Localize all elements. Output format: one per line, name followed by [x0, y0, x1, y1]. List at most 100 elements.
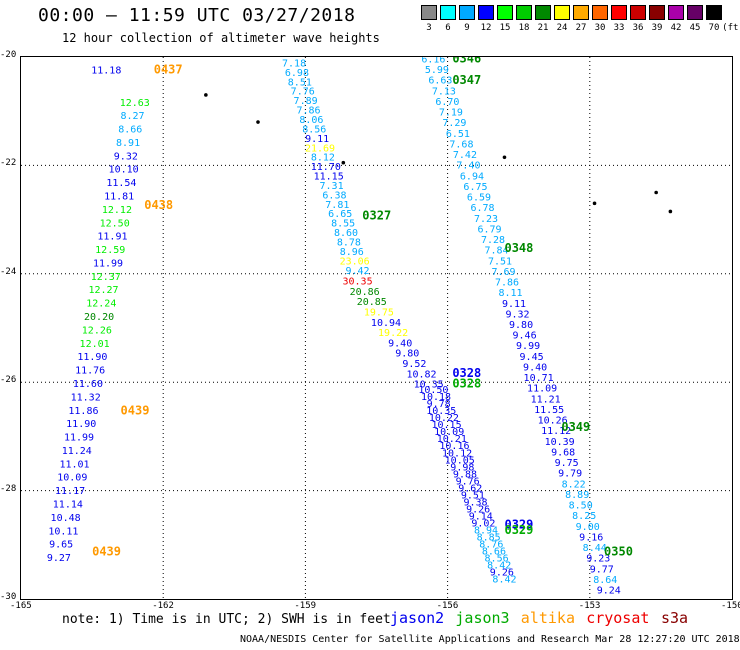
colorbar-label: 12: [480, 23, 492, 33]
colorbar-swatch: [478, 5, 494, 20]
chart-title: 00:00 – 11:59 UTC 03/27/2018: [38, 5, 356, 26]
wave-height-value: 9.45: [520, 352, 544, 363]
colorbar-label: 30: [594, 23, 606, 33]
wave-height-value: 8.12: [311, 153, 335, 164]
wave-height-value: 11.18: [91, 65, 121, 76]
wave-height-value: 9.40: [523, 362, 547, 373]
wave-height-value: 11.54: [106, 178, 136, 189]
pass-time-label: 0326: [320, 57, 349, 60]
wave-height-value: 11.17: [55, 486, 85, 497]
colorbar-swatch: [630, 5, 646, 20]
wave-height-value: 10.26: [538, 416, 568, 427]
colorbar-label: 27: [575, 23, 587, 33]
colorbar-swatch: [497, 5, 513, 20]
wave-height-value: 10.09: [434, 427, 464, 438]
colorbar-swatch: [687, 5, 703, 20]
island-marker: [592, 201, 597, 206]
island-marker: [502, 155, 507, 160]
wave-height-value: 9.79: [558, 469, 582, 480]
wave-height-value: 9.23: [586, 554, 610, 565]
wave-height-value: 7.68: [449, 139, 473, 150]
pass-time-label: 0328: [452, 377, 481, 391]
wave-height-value: 8.42: [492, 575, 516, 586]
wave-height-value: 10.82: [406, 369, 436, 380]
colorbar-swatch: [668, 5, 684, 20]
pass-time-label: 0348: [504, 241, 533, 255]
wave-height-value: 20.20: [84, 312, 114, 323]
latitude-tick-label: -24: [0, 266, 17, 277]
colorbar-swatch: [706, 5, 722, 20]
chart-subtitle: 12 hour collection of altimeter wave hei…: [62, 31, 380, 45]
wave-height-value: 10.11: [48, 526, 78, 537]
wave-height-value: 7.84: [484, 246, 508, 257]
wave-height-value: 12.37: [91, 272, 121, 283]
longitude-tick-label: -165: [10, 601, 32, 611]
wave-height-value: 7.42: [453, 150, 477, 161]
colorbar-swatch: [611, 5, 627, 20]
wave-height-value: 11.15: [314, 172, 344, 183]
wave-height-value: 21.69: [305, 143, 335, 154]
wave-height-value: 9.32: [506, 309, 530, 320]
wave-height-value: 9.02: [471, 519, 495, 530]
colorbar-label: 42: [670, 23, 682, 33]
wave-height-value: 20.85: [357, 297, 387, 308]
longitude-tick-label: -153: [578, 601, 601, 611]
wave-height-value: 6.78: [470, 203, 494, 214]
wave-height-value: 9.27: [47, 553, 71, 564]
colorbar-swatch: [516, 5, 532, 20]
wave-height-value: 11.32: [71, 392, 101, 403]
wave-height-value: 19.22: [378, 328, 408, 339]
wave-height-value: 10.35: [414, 380, 444, 391]
wave-height-value: 10.15: [431, 420, 461, 431]
wave-height-value: 10.21: [437, 434, 467, 445]
wave-height-value: 11.91: [97, 232, 127, 243]
wave-height-value: 11.81: [104, 192, 134, 203]
colorbar-label: 36: [632, 23, 644, 33]
satellite-name: jason2: [390, 609, 445, 627]
wave-height-value: 7.29: [442, 118, 466, 129]
pass-time-label: 0439: [92, 545, 121, 559]
longitude-tick-label: -156: [436, 601, 459, 611]
colorbar-swatch: [440, 5, 456, 20]
island-marker: [204, 93, 208, 97]
wave-height-value: 7.89: [294, 96, 318, 107]
wave-height-value: 6.65: [328, 209, 352, 220]
wave-height-value: 8.89: [565, 490, 589, 501]
wave-height-value: 6.59: [467, 193, 491, 204]
longitude-tick-label: -159: [294, 601, 317, 611]
colorbar-label: 15: [499, 23, 511, 33]
colorbar-swatch: [421, 5, 437, 20]
latitude-tick-label: -20: [0, 50, 17, 60]
wave-height-value: 9.88: [453, 469, 477, 480]
wave-height-value: 8.42: [487, 561, 511, 572]
colorbar-unit: (ft): [722, 23, 740, 33]
wave-height-value: 9.76: [456, 476, 480, 487]
wave-height-value: 8.56: [302, 124, 326, 135]
wave-height-value: 7.81: [325, 200, 349, 211]
colorbar-swatch: [649, 5, 665, 20]
wave-height-value: 10.09: [57, 473, 87, 484]
wave-height-value: 9.80: [509, 320, 533, 331]
colorbar-swatch: [592, 5, 608, 20]
colorbar-label: 39: [651, 23, 663, 33]
island-marker: [341, 160, 346, 165]
pass-time-label: 0438: [144, 198, 173, 212]
satellite-name: cryosat: [586, 609, 650, 627]
wave-height-value: 10.50: [418, 385, 448, 396]
wave-height-value: 11.01: [59, 459, 89, 470]
wave-height-value: 8.22: [562, 479, 586, 490]
wave-height-value: 8.91: [116, 138, 140, 149]
wave-height-value: 6.79: [477, 224, 501, 235]
wave-height-value: 9.62: [458, 483, 482, 494]
wave-height-value: 9.46: [513, 331, 537, 342]
colorbar-label: 33: [613, 23, 625, 33]
wave-height-value: 9.99: [516, 341, 540, 352]
wave-height-value: 9.80: [395, 349, 419, 360]
wave-height-value: 8.94: [474, 526, 498, 537]
latitude-tick-label: -30: [0, 592, 17, 602]
wave-height-value: 9.00: [576, 522, 600, 533]
wave-height-value: 11.70: [311, 162, 341, 173]
wave-height-value: 8.76: [479, 540, 503, 551]
wave-height-value: 11.14: [53, 499, 83, 510]
wave-height-value: 11.60: [73, 379, 103, 390]
